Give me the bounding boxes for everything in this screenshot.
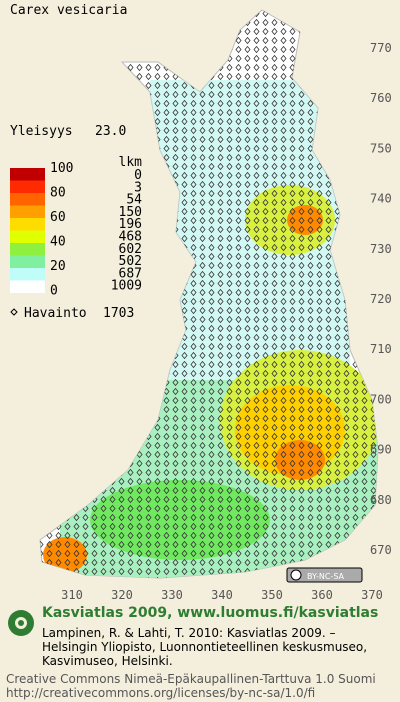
legend-swatch — [10, 268, 45, 281]
legend-swatch — [10, 193, 45, 206]
scale-label: 80 — [50, 186, 66, 201]
citation: Helsingin Yliopisto, Luonnontieteellinen… — [42, 640, 367, 654]
scale-label: 0 — [50, 284, 58, 299]
observation-label: Havainto — [24, 306, 87, 321]
scale-label: 60 — [50, 210, 66, 225]
observation-icon — [10, 308, 18, 316]
brand: Kasviatlas 2009, www.luomus.fi/kasviatla… — [42, 605, 378, 621]
legend-swatch — [10, 205, 45, 218]
x-axis-label: 310 — [61, 588, 83, 602]
y-axis-label: 760 — [370, 91, 392, 105]
license-url: http://creativecommons.org/licenses/by-n… — [6, 686, 315, 700]
license-badge: BY-NC-SA — [286, 567, 363, 583]
y-axis-label: 700 — [370, 392, 392, 406]
y-axis-label: 690 — [370, 443, 392, 457]
legend-swatch — [10, 180, 45, 193]
count-label: 1009 — [111, 279, 142, 294]
legend-swatch — [10, 280, 45, 293]
count-label: 687 — [119, 266, 142, 281]
count-label: 150 — [119, 205, 142, 220]
legend-swatch — [10, 218, 45, 231]
scale-label: 40 — [50, 235, 66, 250]
count-label: 54 — [126, 193, 142, 208]
citation: Lampinen, R. & Lahti, T. 2010: Kasviatla… — [42, 626, 336, 640]
y-axis-label: 730 — [370, 242, 392, 256]
x-axis-label: 330 — [161, 588, 183, 602]
count-label: 3 — [134, 180, 142, 195]
legend-swatch — [10, 255, 45, 268]
y-axis-label: 740 — [370, 192, 392, 206]
citation: Kasvimuseo, Helsinki. — [42, 654, 173, 668]
legend-swatch — [10, 230, 45, 243]
x-axis-label: 340 — [211, 588, 233, 602]
count-label: 196 — [119, 217, 142, 232]
x-axis-label: 360 — [311, 588, 333, 602]
count-label: 602 — [119, 242, 142, 257]
x-axis-label: 350 — [261, 588, 283, 602]
count-header: lkm — [119, 155, 143, 170]
count-label: 468 — [119, 230, 142, 245]
y-axis-label: 680 — [370, 493, 392, 507]
logo — [8, 610, 34, 636]
count-label: 502 — [119, 254, 142, 269]
legend-swatch — [10, 168, 45, 181]
stat-value: 23.0 — [95, 124, 126, 139]
title: Carex vesicaria — [10, 3, 127, 18]
x-axis-label: 320 — [111, 588, 133, 602]
scale-label: 20 — [50, 259, 66, 274]
y-axis-label: 750 — [370, 141, 392, 155]
observation-count: 1703 — [103, 306, 134, 321]
scale-label: 100 — [50, 161, 73, 176]
map — [39, 9, 379, 579]
count-label: 0 — [134, 168, 142, 183]
legend — [10, 168, 45, 293]
y-axis-label: 710 — [370, 342, 392, 356]
stat-label: Yleisyys — [10, 124, 73, 139]
license: Creative Commons Nimeä-Epäkaupallinen-Ta… — [6, 672, 376, 686]
y-axis-label: 720 — [370, 292, 392, 306]
y-axis-label: 670 — [370, 543, 392, 557]
legend-swatch — [10, 243, 45, 256]
badge-text: BY-NC-SA — [307, 572, 345, 581]
y-axis-label: 770 — [370, 41, 392, 55]
x-axis-label: 370 — [361, 588, 383, 602]
